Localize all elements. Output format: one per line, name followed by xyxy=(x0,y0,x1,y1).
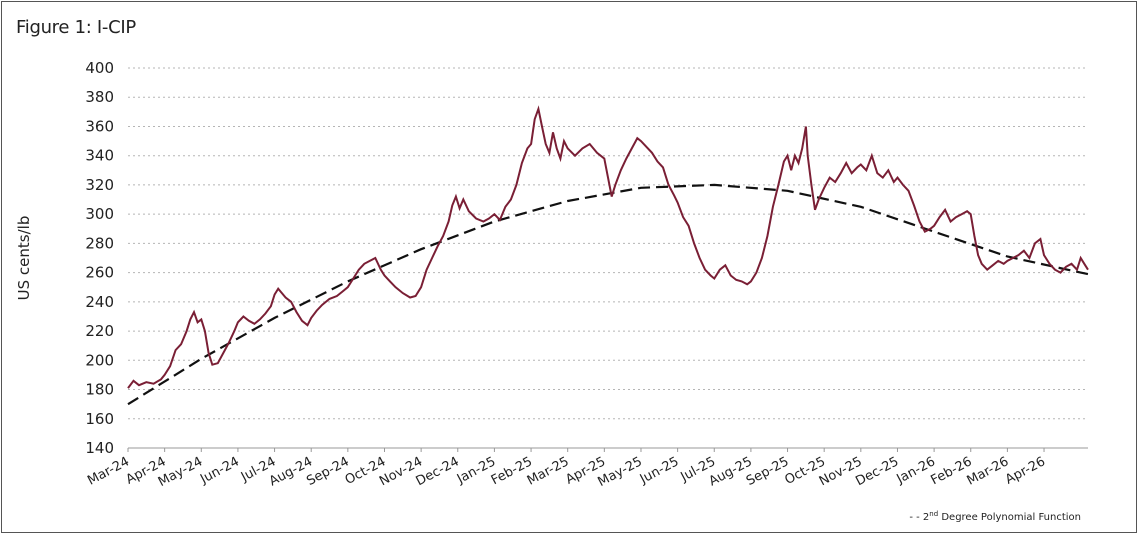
x-tick-label: Apr-26 xyxy=(1003,454,1048,487)
y-tick-label: 400 xyxy=(85,59,114,77)
y-tick-label: 180 xyxy=(85,381,114,399)
x-tick-label: Jun-25 xyxy=(637,454,682,487)
gridlines xyxy=(128,67,1088,420)
y-tick-label: 300 xyxy=(85,205,114,223)
x-tick-label: Jun-24 xyxy=(197,454,242,487)
x-tick-label: Mar-25 xyxy=(525,454,572,488)
x-tick-label: Mar-26 xyxy=(965,454,1012,488)
x-tick-label: Mar-24 xyxy=(85,454,132,488)
y-tick-label: 320 xyxy=(85,176,114,194)
y-tick-label: 340 xyxy=(85,147,114,165)
y-axis-label: US cents/lb xyxy=(15,216,33,301)
y-tick-label: 260 xyxy=(85,264,114,282)
y-tick-label: 160 xyxy=(85,410,114,428)
y-tick-label: 280 xyxy=(85,234,114,252)
price-series-line xyxy=(127,105,1089,389)
x-tick-label: Dec-24 xyxy=(414,454,462,489)
x-tick-label: Sep-25 xyxy=(744,454,791,489)
trend-line xyxy=(127,183,1089,406)
x-tick-label: Dec-25 xyxy=(853,454,901,489)
y-tick-label: 240 xyxy=(85,293,114,311)
x-axis-ticks: Mar-24Apr-24May-24Jun-24Jul-24Aug-24Sep-… xyxy=(85,448,1048,490)
figure-title: Figure 1: I-CIP xyxy=(16,17,136,38)
y-tick-label: 380 xyxy=(85,88,114,106)
y-axis-ticks: 140 160 180 200 220 240 260 280 300 320 340 360 380 4… xyxy=(85,59,114,457)
y-tick-label: 200 xyxy=(85,351,114,369)
legend-prefix: - - 2 xyxy=(909,512,929,523)
y-tick-label: 220 xyxy=(85,322,114,340)
legend-text: Degree Polynomial Function xyxy=(938,512,1081,523)
legend-entry: - - 2nd Degree Polynomial Function xyxy=(909,510,1081,523)
y-tick-label: 140 xyxy=(85,439,114,457)
y-tick-label: 360 xyxy=(85,117,114,135)
x-tick-label: Sep-24 xyxy=(304,454,351,489)
legend-superscript: nd xyxy=(929,510,938,518)
